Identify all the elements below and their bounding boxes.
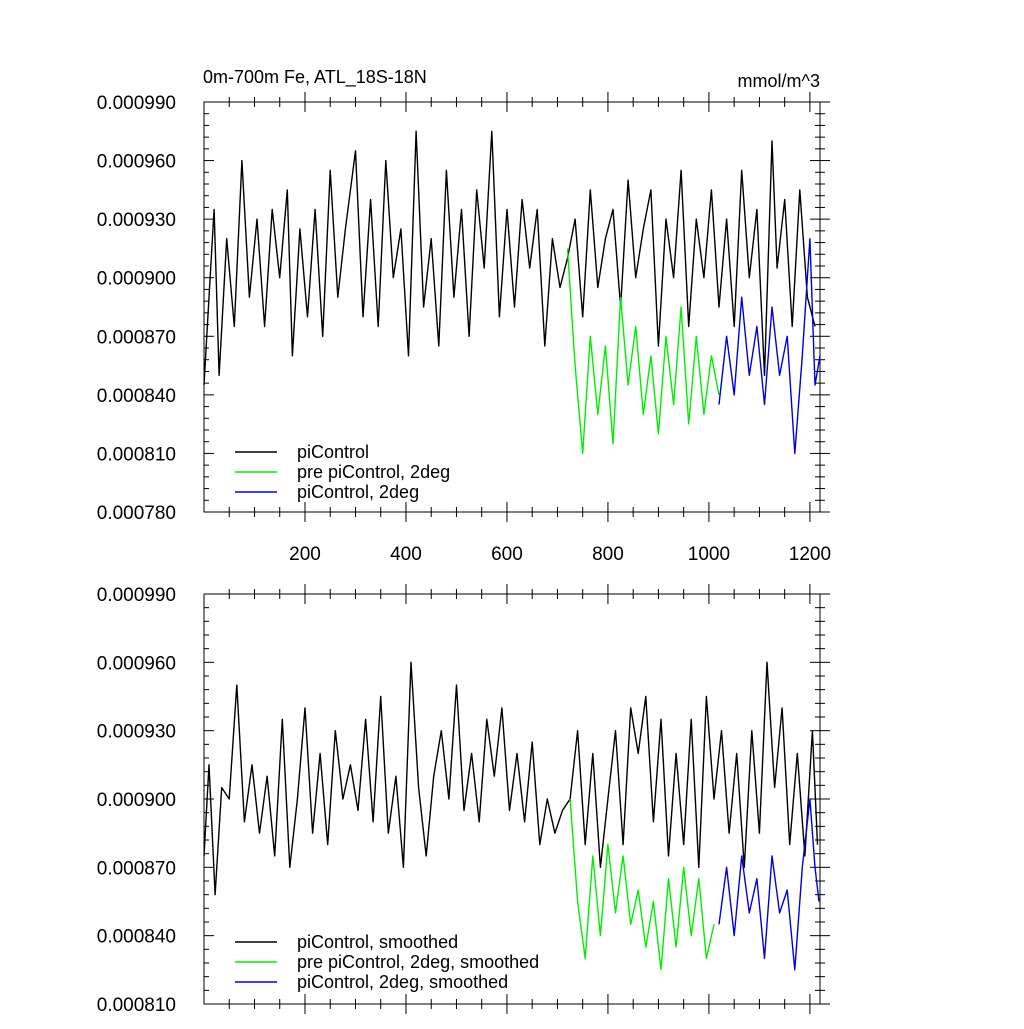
x-tick-label: 800 [592, 544, 624, 565]
legend-label: piControl, 2deg, smoothed [297, 972, 508, 992]
y-tick-label: 0.000810 [97, 444, 176, 465]
bottom-panel: 0.000810 0.000840 0.000870 0.000900 0.000930… [97, 584, 830, 1016]
plot-frame [203, 101, 821, 513]
y-tick-label: 0.000840 [97, 927, 176, 948]
x-tick-label: 1000 [688, 544, 730, 565]
x-tick-label: 1200 [789, 544, 831, 565]
y-tick-label: 0.000900 [97, 790, 176, 811]
series-line-0 [203, 661, 819, 896]
y-tick-label: 0.000990 [97, 585, 176, 606]
y-tick-label: 0.000870 [97, 858, 176, 879]
series-line-2 [718, 237, 821, 455]
top-panel: 0m-700m Fe, ATL_18S-18N mmol/m^3 200 400 6… [97, 67, 831, 565]
legend-label: pre piControl, 2deg, smoothed [297, 952, 539, 972]
series-line-1 [569, 798, 715, 971]
x-tick-label: 600 [491, 544, 523, 565]
x-tick-label: 400 [390, 544, 422, 565]
y-tick-label: 0.000990 [97, 93, 176, 114]
y-tick-label: 0.000780 [97, 503, 176, 524]
legend-label: piControl, 2deg [297, 482, 419, 502]
legend-label: piControl, smoothed [297, 932, 458, 952]
x-tick-label: 200 [289, 544, 321, 565]
series-line-1 [566, 248, 720, 455]
y-tick-label: 0.000930 [97, 722, 176, 743]
series-line-2 [718, 798, 820, 971]
chart-title: 0m-700m Fe, ATL_18S-18N [203, 67, 427, 88]
y-tick-label: 0.000810 [97, 995, 176, 1016]
legend-label: piControl [297, 442, 369, 462]
y-tick-label: 0.000960 [97, 152, 176, 173]
y-tick-label: 0.000930 [97, 210, 176, 231]
y-tick-label: 0.000870 [97, 327, 176, 348]
series-line-0 [203, 130, 816, 386]
y-tick-label: 0.000960 [97, 653, 176, 674]
units-label: mmol/m^3 [738, 71, 820, 91]
y-tick-label: 0.000900 [97, 269, 176, 290]
legend-label: pre piControl, 2deg [297, 462, 450, 482]
y-tick-label: 0.000840 [97, 386, 176, 407]
